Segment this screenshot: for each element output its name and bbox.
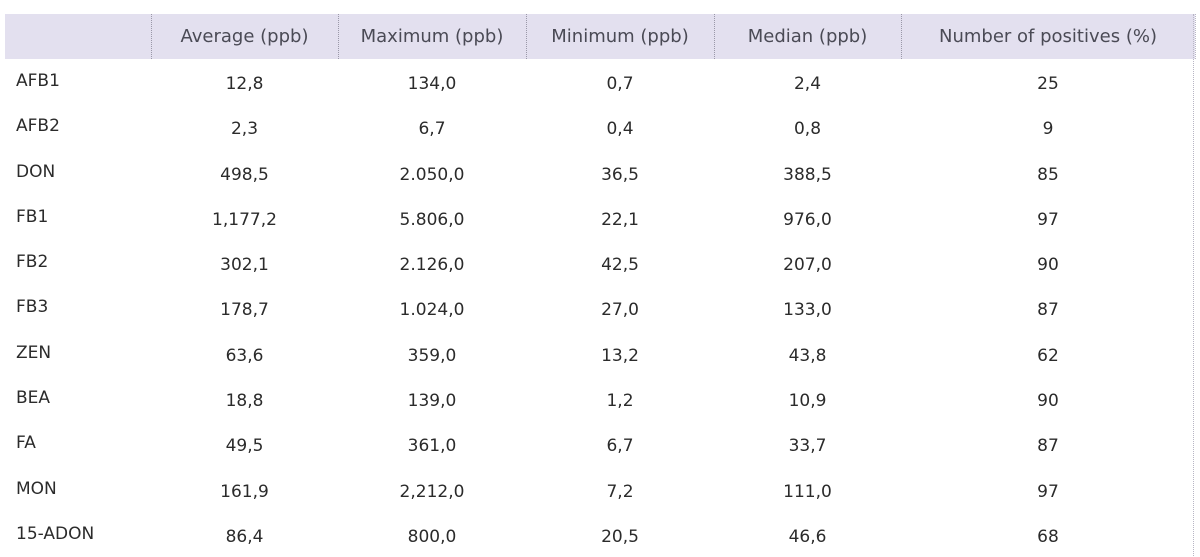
row-label: AFB2 bbox=[16, 116, 60, 137]
header-positives: Number of positives (%) bbox=[901, 14, 1196, 59]
cell-positives: 85 bbox=[1037, 164, 1059, 185]
cell-maximum: 361,0 bbox=[407, 436, 457, 457]
table-row: AFB2 2,3 6,7 0,4 0,8 9 bbox=[5, 104, 1195, 149]
table-row: DON 498,5 2.050,0 36,5 388,5 85 bbox=[5, 150, 1195, 195]
cell-positives: 97 bbox=[1037, 481, 1059, 502]
cell-median: 43,8 bbox=[788, 345, 827, 366]
cell-positives: 87 bbox=[1037, 300, 1059, 321]
cell-average: 161,9 bbox=[220, 481, 269, 502]
cell-median: 207,0 bbox=[783, 255, 832, 276]
table-row: AFB1 12,8 134,0 0,7 2,4 25 bbox=[5, 59, 1195, 104]
header-average: Average (ppb) bbox=[151, 14, 339, 59]
cell-maximum: 2,212,0 bbox=[399, 481, 465, 502]
cell-minimum: 0,4 bbox=[606, 119, 634, 140]
cell-minimum: 0,7 bbox=[606, 74, 634, 94]
cell-maximum: 134,0 bbox=[407, 74, 457, 94]
row-label: BEA bbox=[16, 388, 51, 409]
cell-minimum: 1,2 bbox=[606, 391, 634, 412]
cell-median: 10,9 bbox=[788, 391, 827, 412]
cell-positives: 25 bbox=[1037, 74, 1059, 94]
cell-median: 33,7 bbox=[788, 436, 827, 457]
cell-minimum: 6,7 bbox=[606, 436, 634, 457]
header-maximum: Maximum (ppb) bbox=[338, 14, 527, 59]
cell-median: 388,5 bbox=[783, 164, 832, 185]
cell-average: 1,177,2 bbox=[212, 209, 277, 230]
cell-maximum: 359,0 bbox=[407, 345, 457, 366]
table-row: FA 49,5 361,0 6,7 33,7 87 bbox=[5, 421, 1195, 466]
cell-minimum: 20,5 bbox=[601, 526, 639, 547]
row-label: DON bbox=[16, 161, 56, 182]
cell-minimum: 7,2 bbox=[606, 481, 634, 502]
row-label: 15-ADON bbox=[16, 523, 95, 544]
cell-positives: 68 bbox=[1037, 526, 1059, 547]
cell-average: 178,7 bbox=[220, 300, 269, 321]
cell-average: 2,3 bbox=[230, 119, 259, 140]
row-label: FA bbox=[16, 433, 36, 454]
cell-median: 0,8 bbox=[793, 119, 822, 140]
cell-positives: 90 bbox=[1037, 391, 1059, 412]
cell-maximum: 6,7 bbox=[418, 119, 446, 140]
cell-average: 12,8 bbox=[225, 74, 264, 94]
cell-minimum: 42,5 bbox=[601, 255, 639, 276]
row-label: FB3 bbox=[16, 297, 49, 318]
row-label: FB2 bbox=[16, 252, 49, 273]
cell-average: 18,8 bbox=[225, 391, 264, 412]
cell-average: 63,6 bbox=[225, 345, 264, 366]
cell-positives: 9 bbox=[1042, 119, 1054, 140]
header-row: Average (ppb) Maximum (ppb) Minimum (ppb… bbox=[5, 14, 1196, 59]
cell-maximum: 5.806,0 bbox=[399, 209, 465, 230]
cell-minimum: 22,1 bbox=[601, 209, 639, 230]
cell-median: 976,0 bbox=[783, 209, 832, 230]
header-blank bbox=[5, 14, 152, 59]
table-row: MON 161,9 2,212,0 7,2 111,0 97 bbox=[5, 467, 1195, 512]
table-row: FB1 1,177,2 5.806,0 22,1 976,0 97 bbox=[5, 195, 1195, 240]
cell-positives: 87 bbox=[1037, 436, 1059, 457]
row-label: MON bbox=[16, 478, 57, 499]
cell-median: 111,0 bbox=[783, 481, 832, 502]
table-row: ZEN 63,6 359,0 13,2 43,8 62 bbox=[5, 331, 1195, 376]
cell-maximum: 2.126,0 bbox=[399, 255, 465, 276]
cell-average: 86,4 bbox=[225, 526, 264, 547]
table-body: AFB1 12,8 134,0 0,7 2,4 25 AFB2 2,3 6,7 … bbox=[5, 59, 1195, 557]
row-label: ZEN bbox=[16, 342, 52, 363]
table-row: 15-ADON 86,4 800,0 20,5 46,6 68 bbox=[5, 512, 1195, 557]
cell-median: 46,6 bbox=[788, 526, 827, 547]
table-row: BEA 18,8 139,0 1,2 10,9 90 bbox=[5, 376, 1195, 421]
cell-average: 498,5 bbox=[220, 164, 269, 185]
mycotoxin-table: Average (ppb) Maximum (ppb) Minimum (ppb… bbox=[5, 14, 1196, 557]
cell-positives: 97 bbox=[1037, 209, 1059, 230]
header-minimum: Minimum (ppb) bbox=[526, 14, 715, 59]
cell-average: 49,5 bbox=[225, 436, 264, 457]
cell-positives: 90 bbox=[1037, 255, 1059, 276]
cell-median: 2,4 bbox=[793, 74, 822, 94]
cell-minimum: 36,5 bbox=[601, 164, 639, 185]
cell-minimum: 13,2 bbox=[601, 345, 639, 366]
header-median: Median (ppb) bbox=[714, 14, 902, 59]
cell-median: 133,0 bbox=[783, 300, 832, 321]
right-border-divider bbox=[1193, 14, 1194, 556]
cell-maximum: 2.050,0 bbox=[399, 164, 465, 185]
cell-maximum: 139,0 bbox=[407, 391, 457, 412]
cell-maximum: 1.024,0 bbox=[399, 300, 465, 321]
cell-minimum: 27,0 bbox=[601, 300, 639, 321]
mycotoxin-table-container: Average (ppb) Maximum (ppb) Minimum (ppb… bbox=[5, 14, 1196, 557]
table-row: FB3 178,7 1.024,0 27,0 133,0 87 bbox=[5, 285, 1195, 330]
row-label: AFB1 bbox=[16, 71, 60, 91]
row-label: FB1 bbox=[16, 206, 49, 227]
cell-positives: 62 bbox=[1037, 345, 1059, 366]
cell-maximum: 800,0 bbox=[407, 526, 457, 547]
cell-average: 302,1 bbox=[220, 255, 269, 276]
table-row: FB2 302,1 2.126,0 42,5 207,0 90 bbox=[5, 240, 1195, 285]
table-header: Average (ppb) Maximum (ppb) Minimum (ppb… bbox=[5, 14, 1196, 59]
